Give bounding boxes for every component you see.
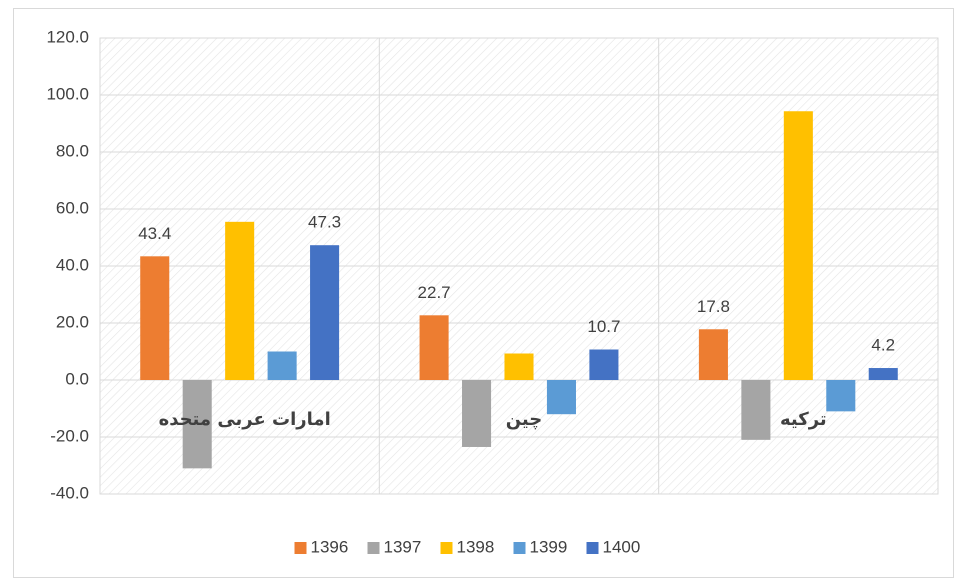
bar [462, 380, 492, 447]
bar [419, 315, 449, 380]
y-tick-label: -40.0 [50, 483, 89, 502]
x-tick-label: ترکیه [780, 409, 827, 430]
y-tick-label: 20.0 [56, 312, 89, 331]
legend-swatch [294, 542, 307, 554]
legend-swatch [440, 542, 453, 554]
data-label: 43.4 [138, 224, 171, 243]
legend-label: 1396 [311, 537, 349, 556]
legend-label: 1399 [530, 537, 568, 556]
bar [504, 353, 534, 380]
bar [589, 349, 619, 380]
y-tick-label: 60.0 [56, 198, 89, 217]
y-tick-label: 80.0 [56, 141, 89, 160]
legend-label: 1400 [603, 537, 641, 556]
bar [310, 245, 340, 380]
legend-swatch [513, 542, 526, 554]
data-label: 4.2 [871, 336, 895, 355]
bar [826, 380, 856, 412]
bar [225, 221, 255, 380]
legend-label: 1398 [457, 537, 495, 556]
y-tick-label: 100.0 [46, 84, 89, 103]
bar [741, 380, 771, 440]
data-label: 47.3 [308, 213, 341, 232]
x-tick-label: امارات عربی متحده [159, 409, 331, 430]
bar [182, 380, 212, 469]
bar [267, 351, 297, 380]
bar [868, 368, 898, 380]
y-tick-label: 40.0 [56, 255, 89, 274]
legend-label: 1397 [384, 537, 422, 556]
legend-swatch [586, 542, 599, 554]
legend-swatch [367, 542, 380, 554]
y-tick-label: -20.0 [50, 426, 89, 445]
bar [546, 380, 576, 415]
bar [140, 256, 170, 380]
bar [698, 329, 728, 380]
bar [783, 111, 813, 381]
y-tick-label: 0.0 [65, 369, 89, 388]
data-label: 10.7 [587, 317, 620, 336]
data-label: 17.8 [697, 297, 730, 316]
x-tick-label: چین [506, 409, 543, 430]
y-tick-label: 120.0 [46, 27, 89, 46]
data-label: 22.7 [418, 283, 451, 302]
